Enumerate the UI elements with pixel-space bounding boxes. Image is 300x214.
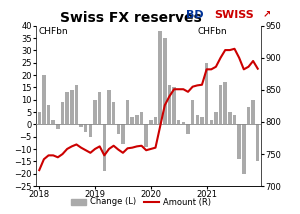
Bar — [130, 117, 134, 125]
Bar — [163, 38, 166, 125]
Bar — [121, 125, 125, 144]
Bar — [251, 100, 255, 125]
Bar — [61, 102, 64, 125]
Bar — [52, 119, 55, 125]
Bar — [149, 119, 153, 125]
Bar — [242, 125, 245, 174]
Bar — [247, 107, 250, 125]
Text: SWISS: SWISS — [214, 10, 254, 20]
Bar — [126, 100, 129, 125]
Bar — [182, 122, 185, 125]
Bar — [56, 125, 60, 129]
Bar — [256, 125, 260, 162]
Bar — [38, 112, 41, 125]
Bar — [65, 92, 69, 125]
Bar — [205, 63, 208, 125]
Bar — [219, 85, 222, 125]
Bar — [233, 114, 236, 125]
Bar — [224, 82, 227, 125]
Bar — [154, 117, 157, 125]
Bar — [107, 90, 111, 125]
Bar — [200, 117, 204, 125]
Bar — [47, 105, 50, 125]
Bar — [209, 119, 213, 125]
Bar — [116, 125, 120, 134]
Text: CHFbn: CHFbn — [198, 27, 228, 36]
Bar — [177, 119, 181, 125]
Bar — [196, 114, 199, 125]
Bar — [237, 125, 241, 159]
Text: CHFbn: CHFbn — [38, 27, 68, 36]
Legend: Change (L), Amount (R): Change (L), Amount (R) — [68, 194, 214, 210]
Bar — [103, 125, 106, 171]
Bar — [98, 92, 101, 125]
Bar — [79, 125, 83, 127]
Text: ↗: ↗ — [262, 10, 271, 20]
Bar — [214, 112, 218, 125]
Bar — [172, 87, 176, 125]
Title: Swiss FX reserves: Swiss FX reserves — [60, 10, 201, 25]
Bar — [140, 112, 143, 125]
Bar — [168, 85, 171, 125]
Bar — [135, 114, 139, 125]
Bar — [84, 125, 88, 132]
Bar — [88, 125, 92, 137]
Text: BD: BD — [186, 10, 204, 20]
Bar — [93, 100, 97, 125]
Bar — [158, 31, 162, 125]
Bar — [191, 100, 194, 125]
Bar — [228, 112, 232, 125]
Bar — [112, 102, 116, 125]
Bar — [144, 125, 148, 147]
Bar — [75, 85, 78, 125]
Bar — [70, 90, 74, 125]
Bar — [186, 125, 190, 134]
Bar — [42, 75, 46, 125]
